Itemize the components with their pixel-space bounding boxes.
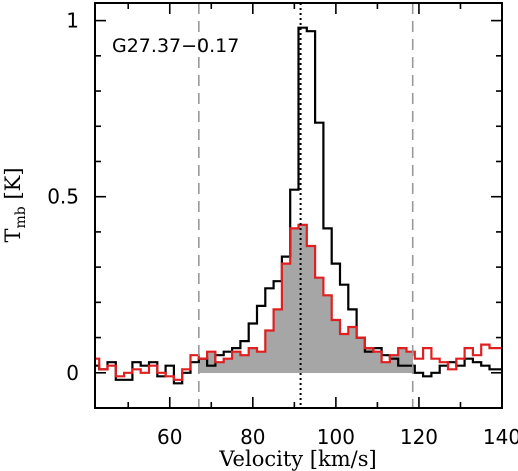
shaded-bin: [281, 263, 291, 374]
shaded-bin: [265, 330, 274, 374]
shaded-bin: [323, 295, 332, 374]
shaded-bin: [406, 351, 413, 374]
y-axis-label-unit: [K]: [1, 167, 25, 206]
x-tick-label: 100: [317, 425, 355, 449]
y-axis-label-main: T: [1, 228, 25, 242]
y-axis-label: Tmb [K]: [1, 167, 29, 242]
x-tick-label: 60: [157, 425, 182, 449]
shaded-bin: [198, 358, 208, 374]
shaded-bin: [206, 351, 216, 374]
plot-frame: [94, 2, 503, 409]
shaded-bin: [256, 351, 266, 374]
shaded-bin: [248, 347, 258, 374]
y-tick-label: 0: [66, 361, 79, 385]
x-tick-label: 80: [240, 425, 265, 449]
shaded-bin: [231, 351, 241, 374]
x-axis-label: Velocity [km/s]: [218, 447, 376, 471]
y-tick-label: 1: [66, 9, 79, 33]
series-layer: [95, 26, 502, 385]
shaded-bin: [289, 228, 299, 374]
shaded-bin: [273, 309, 283, 374]
shaded-bin: [339, 333, 349, 374]
shaded-bin: [348, 326, 357, 374]
shaded-bin: [215, 361, 224, 374]
x-tick-label: 120: [400, 425, 438, 449]
source-name-annotation: G27.37−0.17: [112, 35, 239, 57]
shaded-bin: [240, 354, 249, 374]
shaded-bin: [381, 361, 391, 374]
x-tick-label: 140: [483, 425, 518, 449]
shaded-bin: [331, 319, 341, 374]
y-axis-label-subscript: mb: [13, 206, 29, 228]
shaded-bin: [314, 277, 324, 374]
velocity-marker-layer: [198, 3, 414, 408]
y-tick-label: 0.5: [47, 185, 79, 209]
shaded-bin: [397, 347, 407, 374]
axes-layer: [94, 2, 503, 409]
shaded-bin: [223, 358, 233, 374]
shaded-bin: [306, 245, 316, 374]
series-red-spectrum: [95, 223, 502, 381]
shaded-bin: [373, 351, 382, 374]
shaded-bin: [356, 337, 366, 374]
tick-layer: 60 80 100 120 140 0 0.5 1: [47, 3, 518, 449]
